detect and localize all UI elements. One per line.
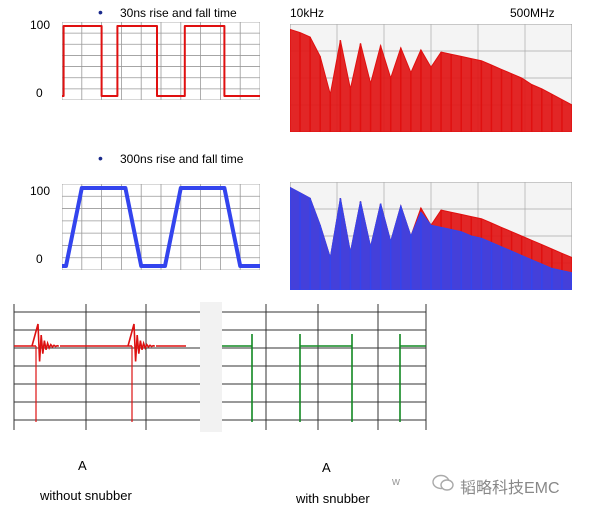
- stray-w-label: w: [392, 476, 400, 488]
- y-tick-0-mid: 0: [36, 252, 43, 266]
- spectrum-chart-slow: [290, 182, 572, 290]
- y-tick-100-top: 100: [30, 18, 51, 32]
- caption-with-snubber: with snubber: [296, 491, 370, 506]
- torn-gap: [200, 302, 222, 432]
- bullet-top: •: [98, 4, 103, 20]
- bullet-mid: •: [98, 150, 103, 166]
- time-chart-fast: [62, 22, 260, 100]
- caption-without-snubber: without snubber: [40, 488, 132, 503]
- freq-low-label: 10kHz: [290, 6, 325, 20]
- ringing-edge-without-snubber: [31, 323, 60, 362]
- y-tick-0-top: 0: [36, 86, 43, 100]
- spectrum-chart-fast: [290, 24, 572, 132]
- watermark-text: 韬略科技EMC: [460, 480, 560, 497]
- waveform-line: [62, 25, 260, 97]
- ringing-comparison-chart: [13, 302, 427, 432]
- time-chart-slow: [62, 184, 260, 270]
- y-tick-100-mid: 100: [30, 184, 51, 198]
- waveform-line: [62, 186, 260, 268]
- wechat-icon: [432, 474, 454, 492]
- ringing-edge-without-snubber: [127, 323, 156, 362]
- marker-a-right: A: [322, 460, 331, 475]
- chart-title-30ns: 30ns rise and fall time: [120, 6, 237, 20]
- freq-high-label: 500MHz: [510, 6, 555, 20]
- marker-a-left: A: [78, 458, 87, 473]
- chart-title-300ns: 300ns rise and fall time: [120, 152, 244, 166]
